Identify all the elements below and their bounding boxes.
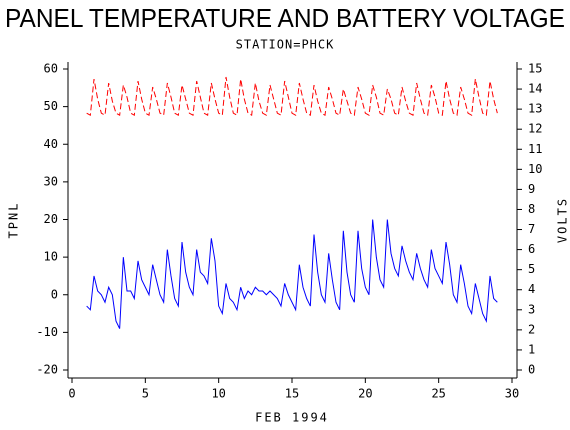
y2-tick-label: 1 [528, 342, 535, 356]
y-tick-label: 40 [44, 137, 58, 151]
y2-tick-label: 11 [528, 142, 542, 156]
y2-tick-label: 12 [528, 122, 542, 136]
chart-subtitle: STATION=PHCK [236, 38, 335, 52]
y2-tick-label: 3 [528, 302, 535, 316]
y-tick-label: 50 [44, 99, 58, 113]
y2-tick-label: 0 [528, 363, 535, 377]
x-tick-label: 30 [505, 387, 519, 401]
series-line [86, 219, 498, 329]
x-tick-label: 15 [285, 387, 299, 401]
y2-tick-label: 8 [528, 202, 535, 216]
series-line [86, 76, 498, 116]
y-tick-label: 0 [51, 287, 58, 301]
y-tick-label: 20 [44, 212, 58, 226]
x-tick-label: 10 [211, 387, 225, 401]
x-tick-label: 0 [68, 387, 75, 401]
y2-tick-label: 5 [528, 262, 535, 276]
y-axis-label: TPNL [7, 202, 21, 239]
chart-title: PANEL TEMPERATURE AND BATTERY VOLTAGE [5, 3, 565, 33]
x-tick-label: 5 [142, 387, 149, 401]
x-tick-label: 20 [358, 387, 372, 401]
y2-tick-label: 6 [528, 242, 535, 256]
y-tick-label: 30 [44, 174, 58, 188]
y2-tick-label: 7 [528, 222, 535, 236]
x-tick-label: 25 [431, 387, 445, 401]
x-axis-label: FEB 1994 [255, 411, 329, 425]
y2-tick-label: 13 [528, 102, 542, 116]
y-tick-label: -10 [36, 325, 58, 339]
y2-axis-label: VOLTS [556, 197, 570, 243]
y2-tick-label: 14 [528, 82, 542, 96]
y-tick-label: 10 [44, 250, 58, 264]
y2-tick-label: 4 [528, 282, 535, 296]
y2-tick-label: 2 [528, 322, 535, 336]
y2-tick-label: 9 [528, 182, 535, 196]
y2-tick-label: 10 [528, 162, 542, 176]
y2-tick-label: 15 [528, 62, 542, 76]
y-tick-label: 60 [44, 62, 58, 76]
y-tick-label: -20 [36, 363, 58, 377]
